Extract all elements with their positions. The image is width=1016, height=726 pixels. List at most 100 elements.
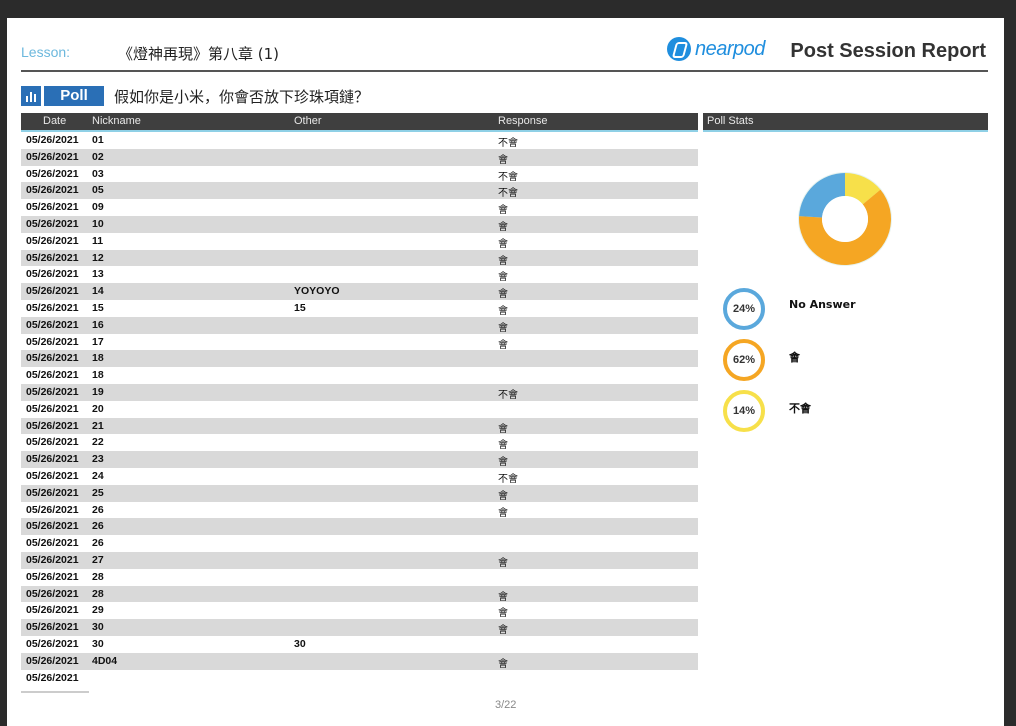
- cell-other: 30: [294, 637, 306, 650]
- cell-response: 會: [498, 507, 508, 519]
- nearpod-logo-icon: [667, 37, 691, 61]
- cell-date: 05/26/2021: [26, 184, 79, 197]
- cell-date: 05/26/2021: [26, 268, 79, 281]
- table-row: 05/26/2021 22 會: [21, 434, 698, 451]
- cell-nickname: 20: [92, 402, 104, 415]
- cell-date: 05/26/2021: [26, 217, 79, 230]
- table-row: 05/26/2021: [21, 670, 698, 687]
- table-row: 05/26/2021 18: [21, 367, 698, 384]
- table-row: 05/26/2021 10 會: [21, 215, 698, 233]
- cell-nickname: 26: [92, 537, 104, 550]
- cell-response: 會: [498, 221, 508, 233]
- cell-date: 05/26/2021: [26, 520, 79, 533]
- table-row: 05/26/2021 28 會: [21, 585, 698, 603]
- poll-stats-header: Poll Stats: [703, 113, 988, 132]
- cell-nickname: 11: [92, 234, 104, 247]
- cell-response: 會: [498, 557, 508, 569]
- cell-response: 會: [498, 339, 508, 351]
- legend-label: 不會: [789, 402, 811, 415]
- table-row: 05/26/2021 01 不會: [21, 132, 698, 149]
- table-row: 05/26/2021 14 YOYOYO 會: [21, 283, 698, 300]
- cell-nickname: 15: [92, 301, 104, 314]
- cell-response: 會: [498, 625, 508, 637]
- cell-date: 05/26/2021: [26, 604, 79, 617]
- table-row: 05/26/2021 05 不會: [21, 182, 698, 199]
- report-title: Post Session Report: [790, 40, 986, 62]
- poll-badge: Poll: [44, 86, 104, 106]
- cell-date: 05/26/2021: [26, 369, 79, 382]
- table-row: 05/26/2021 17 會: [21, 334, 698, 351]
- cell-date: 05/26/2021: [26, 654, 79, 667]
- table-row: 05/26/2021 15 15 會: [21, 300, 698, 317]
- cell-date: 05/26/2021: [26, 671, 79, 684]
- donut-hole: [822, 196, 868, 242]
- cell-date: 05/26/2021: [26, 486, 79, 499]
- footer-divider: [21, 691, 89, 693]
- cell-response: 會: [498, 490, 508, 502]
- cell-nickname: 30: [92, 637, 104, 650]
- cell-other: YOYOYO: [294, 285, 340, 298]
- cell-nickname: 18: [92, 369, 104, 382]
- poll-donut-chart: [798, 172, 892, 266]
- cell-nickname: 22: [92, 436, 104, 449]
- poll-question-row: Poll 假如你是小米，你會否放下珍珠項鏈？: [21, 85, 369, 107]
- cell-date: 05/26/2021: [26, 385, 79, 398]
- table-row: 05/26/2021 28: [21, 569, 698, 586]
- cell-response: 會: [498, 608, 508, 620]
- cell-nickname: 05: [92, 184, 104, 197]
- cell-response: 會: [498, 658, 508, 670]
- cell-response: 不會: [498, 389, 518, 401]
- cell-date: 05/26/2021: [26, 419, 79, 432]
- cell-date: 05/26/2021: [26, 352, 79, 365]
- table-row: 05/26/2021 20: [21, 401, 698, 418]
- table-row: 05/26/2021 30 30: [21, 636, 698, 653]
- cell-date: 05/26/2021: [26, 301, 79, 314]
- cell-nickname: 10: [92, 217, 104, 230]
- bar-chart-icon: [21, 86, 41, 106]
- cell-response: 不會: [498, 473, 518, 485]
- cell-nickname: 30: [92, 621, 104, 634]
- cell-nickname: 21: [92, 419, 104, 432]
- table-row: 05/26/2021 18: [21, 350, 698, 368]
- table-row: 05/26/2021 13 會: [21, 266, 698, 283]
- cell-date: 05/26/2021: [26, 150, 79, 163]
- table-row: 05/26/2021 03 不會: [21, 166, 698, 183]
- cell-date: 05/26/2021: [26, 234, 79, 247]
- cell-date: 05/26/2021: [26, 285, 79, 298]
- cell-date: 05/26/2021: [26, 621, 79, 634]
- cell-date: 05/26/2021: [26, 251, 79, 264]
- cell-nickname: 01: [92, 134, 104, 146]
- table-row: 05/26/2021 24 不會: [21, 468, 698, 485]
- cell-response: 不會: [498, 171, 518, 183]
- cell-nickname: 28: [92, 570, 104, 583]
- cell-date: 05/26/2021: [26, 402, 79, 415]
- header-date: Date: [43, 115, 67, 127]
- cell-date: 05/26/2021: [26, 318, 79, 331]
- nearpod-logo: nearpod: [667, 37, 765, 61]
- legend-percent-ring: 62%: [723, 339, 765, 381]
- cell-nickname: 18: [92, 352, 104, 365]
- cell-nickname: 02: [92, 150, 104, 163]
- cell-nickname: 03: [92, 167, 104, 180]
- donut-slice: [799, 189, 891, 265]
- cell-date: 05/26/2021: [26, 167, 79, 180]
- cell-date: 05/26/2021: [26, 134, 79, 146]
- cell-nickname: 26: [92, 520, 104, 533]
- cell-nickname: 29: [92, 604, 104, 617]
- table-row: 05/26/2021 29 會: [21, 602, 698, 619]
- cell-response: 會: [498, 423, 508, 435]
- table-row: 05/26/2021 12 會: [21, 249, 698, 267]
- cell-response: 會: [498, 305, 508, 317]
- cell-nickname: 16: [92, 318, 104, 331]
- logo-text: nearpod: [695, 37, 765, 60]
- lesson-title: 《燈神再現》第八章 (1): [118, 45, 280, 63]
- cell-nickname: 17: [92, 335, 104, 348]
- cell-response: 會: [498, 591, 508, 603]
- cell-nickname: 27: [92, 553, 104, 566]
- cell-response: 會: [498, 457, 508, 469]
- cell-nickname: 28: [92, 587, 104, 600]
- cell-response: 會: [498, 289, 508, 301]
- cell-date: 05/26/2021: [26, 537, 79, 550]
- cell-nickname: 14: [92, 285, 104, 298]
- table-header: Date Nickname Other Response: [21, 113, 698, 132]
